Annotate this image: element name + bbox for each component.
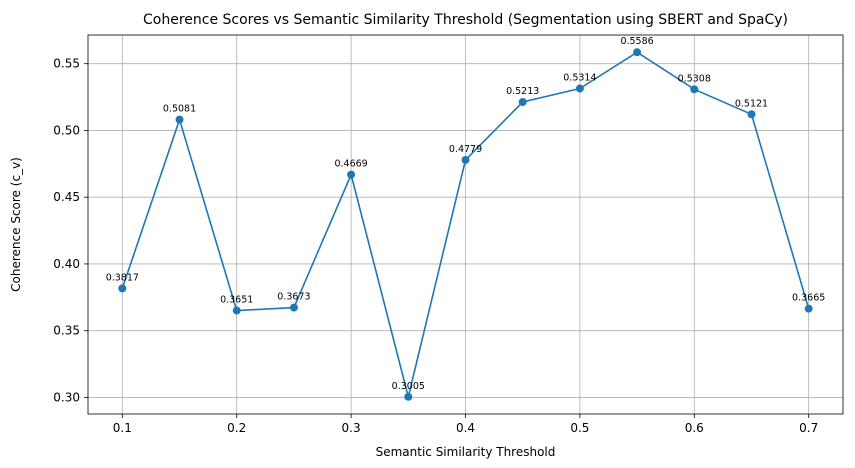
x-tick-label: 0.7 [799, 421, 818, 435]
data-point [404, 392, 413, 401]
y-axis-label: Coherence Score (c_v) [9, 157, 23, 292]
data-point [747, 110, 756, 119]
data-point [518, 98, 527, 107]
x-tick-label: 0.2 [227, 421, 246, 435]
data-point [118, 284, 127, 293]
data-label: 0.5314 [563, 73, 596, 84]
ticks: 0.1 0.2 0.3 0.4 0.5 0.6 0.7 0.30 0.35 0.40 0.45 0.5… [53, 57, 818, 435]
x-tick-label: 0.4 [456, 421, 475, 435]
data-point [690, 85, 699, 94]
y-tick-label: 0.45 [53, 190, 80, 204]
data-label: 0.5586 [620, 36, 653, 47]
x-tick-label: 0.6 [685, 421, 704, 435]
data-label: 0.3817 [106, 272, 139, 283]
data-label: 0.3665 [792, 293, 825, 304]
data-point [289, 303, 298, 312]
series-layer [118, 48, 813, 401]
x-tick-label: 0.1 [113, 421, 132, 435]
data-label: 0.5121 [735, 98, 768, 109]
data-point [461, 155, 470, 164]
grid [88, 35, 843, 414]
data-label: 0.5308 [678, 73, 711, 84]
data-point [347, 170, 356, 179]
y-tick-label: 0.30 [53, 390, 80, 404]
data-label: 0.3005 [392, 381, 425, 392]
data-point [804, 304, 813, 313]
data-point [633, 48, 642, 57]
y-tick-label: 0.55 [53, 57, 80, 71]
data-label: 0.5213 [506, 86, 539, 97]
data-point [575, 84, 584, 93]
y-tick-label: 0.40 [53, 257, 80, 271]
data-label: 0.4669 [334, 159, 367, 170]
data-point [175, 115, 184, 124]
x-tick-label: 0.3 [342, 421, 361, 435]
x-axis-label: Semantic Similarity Threshold [376, 445, 556, 459]
y-tick-label: 0.35 [53, 324, 80, 338]
x-tick-label: 0.5 [570, 421, 589, 435]
data-point [232, 306, 241, 315]
data-label: 0.4779 [449, 144, 482, 155]
data-label: 0.5081 [163, 104, 196, 115]
data-label: 0.3673 [277, 292, 310, 303]
chart-title: Coherence Scores vs Semantic Similarity … [143, 12, 788, 28]
data-label: 0.3651 [220, 295, 253, 306]
y-tick-label: 0.50 [53, 123, 80, 137]
data-labels: 0.3817 0.5081 0.3651 0.3673 0.4669 0.3005 0.47… [106, 36, 826, 392]
